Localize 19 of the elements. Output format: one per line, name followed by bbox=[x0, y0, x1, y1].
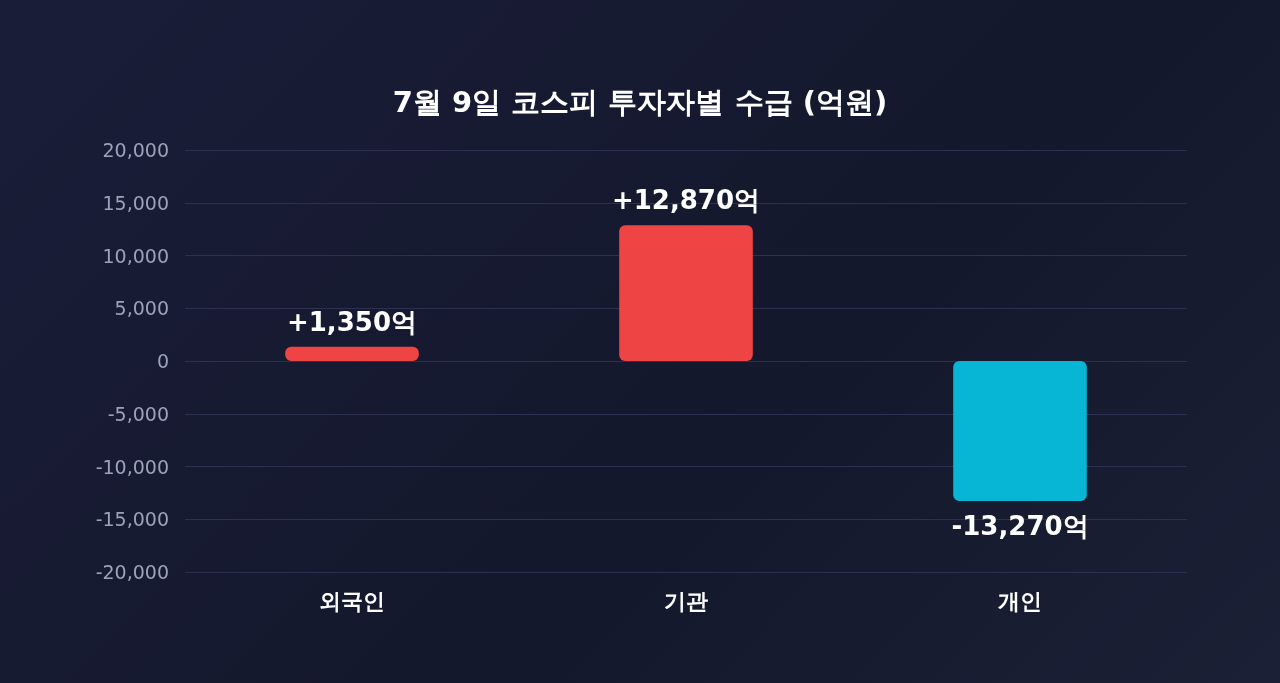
y-tick-label: 10,000 bbox=[102, 244, 169, 267]
y-tick-label: -15,000 bbox=[95, 508, 169, 531]
y-tick-label: 15,000 bbox=[102, 191, 169, 214]
y-tick-label: -5,000 bbox=[107, 402, 169, 425]
y-tick-label: -10,000 bbox=[95, 455, 169, 478]
x-tick-label: 외국인 bbox=[319, 588, 385, 614]
y-tick-label: 5,000 bbox=[114, 297, 169, 320]
y-tick-label: 0 bbox=[156, 350, 169, 372]
bar bbox=[285, 346, 419, 361]
y-tick-label: 20,000 bbox=[102, 139, 169, 161]
bar bbox=[619, 225, 753, 361]
bar bbox=[953, 361, 1087, 501]
x-tick-label: 개인 bbox=[998, 588, 1042, 614]
data-label: +12,870억 bbox=[611, 185, 761, 216]
x-tick-label: 기관 bbox=[664, 588, 708, 614]
data-label: -13,270억 bbox=[951, 511, 1089, 541]
y-tick-label: -20,000 bbox=[95, 561, 169, 583]
chart-title: 7월 9일 코스피 투자자별 수급 (억원) bbox=[392, 84, 888, 119]
data-label: +1,350억 bbox=[286, 306, 418, 337]
